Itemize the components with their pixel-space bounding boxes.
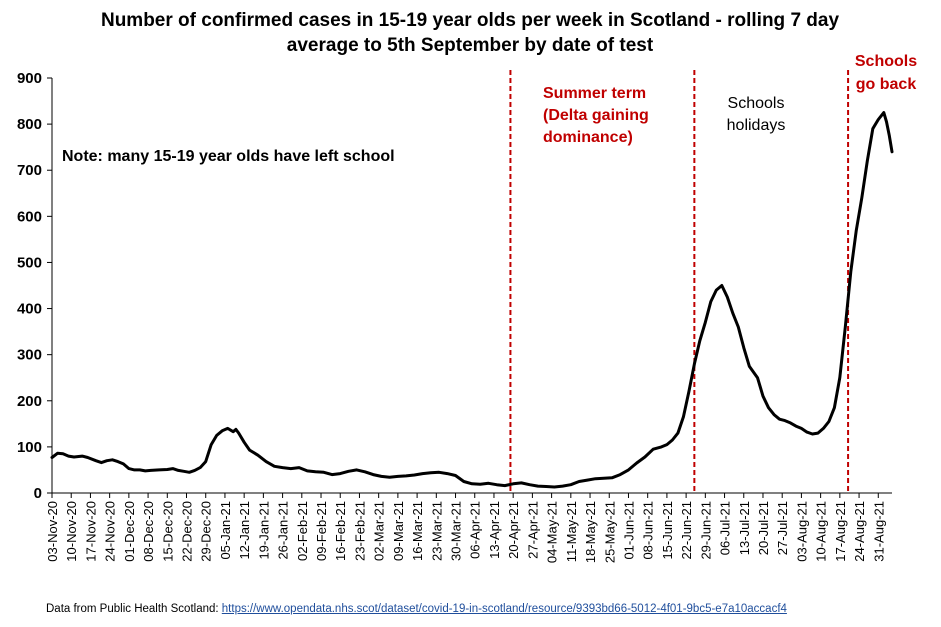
y-tick-label: 300 — [17, 347, 42, 364]
x-tick-label: 12-Jan-21 — [237, 501, 252, 560]
x-tick-label: 15-Jun-21 — [660, 501, 675, 560]
x-tick-label: 27-Apr-21 — [525, 501, 540, 559]
x-tick-label: 27-Jul-21 — [775, 501, 790, 555]
chart-title: Number of confirmed cases in 15-19 year … — [60, 8, 880, 58]
y-tick-label: 400 — [17, 301, 42, 318]
x-tick-label: 25-May-21 — [602, 501, 617, 563]
annotation-line: (Delta gaining — [543, 107, 649, 124]
x-tick-label: 22-Jun-21 — [679, 501, 694, 560]
annotation-line: Note: many 15-19 year olds have left sch… — [62, 148, 395, 165]
y-tick-label: 100 — [17, 439, 42, 456]
annotations: Summer term (Delta gaining dominance) Schoo… — [62, 53, 917, 165]
x-tick-label: 13-Jul-21 — [737, 501, 752, 555]
y-tick-label: 200 — [17, 393, 42, 410]
x-tick-label: 06-Jul-21 — [718, 501, 733, 555]
x-tick-label: 19-Jan-21 — [256, 501, 271, 560]
x-tick-label: 09-Feb-21 — [314, 501, 329, 561]
y-tick-label: 800 — [17, 116, 42, 133]
axes: 0 100 200 300 400 500 600 700 800 900 03-Nov-20 10-… — [17, 70, 892, 563]
x-tick-label: 30-Mar-21 — [449, 501, 464, 561]
annotation-line: go back — [856, 76, 917, 93]
x-tick-label: 09-Mar-21 — [391, 501, 406, 561]
y-tick-label: 500 — [17, 254, 42, 271]
annotation-schools-holidays: Schools holidays — [727, 95, 786, 134]
x-tick-label: 24-Aug-21 — [852, 501, 867, 562]
annotation-summer-term: Summer term (Delta gaining dominance) — [543, 85, 649, 146]
x-tick-label: 26-Jan-21 — [276, 501, 291, 560]
source-note: Data from Public Health Scotland: https:… — [46, 603, 787, 615]
x-tick-label: 11-May-21 — [564, 501, 579, 562]
x-tick-label: 24-Nov-20 — [103, 501, 118, 562]
annotation-schools-go-back: Schools go back — [855, 53, 917, 93]
x-tick-label: 29-Jun-21 — [698, 501, 713, 560]
source-link[interactable]: https://www.opendata.nhs.scot/dataset/co… — [221, 603, 787, 615]
source-prefix: Data from Public Health Scotland: — [46, 603, 222, 615]
x-tick-label: 31-Aug-21 — [871, 501, 886, 562]
annotation-note: Note: many 15-19 year olds have left sch… — [62, 148, 395, 165]
x-tick-label: 01-Jun-21 — [621, 501, 636, 560]
x-tick-label: 01-Dec-20 — [122, 501, 137, 562]
x-tick-label: 10-Aug-21 — [814, 501, 829, 562]
x-tick-label: 23-Mar-21 — [429, 501, 444, 561]
y-tick-label: 0 — [34, 485, 42, 502]
reference-lines — [509, 70, 850, 493]
x-tick-label: 10-Nov-20 — [64, 501, 79, 562]
x-tick-label: 23-Feb-21 — [352, 501, 367, 561]
x-tick-label: 15-Dec-20 — [160, 501, 175, 562]
x-tick-label: 20-Apr-21 — [506, 501, 521, 559]
annotation-line: Schools — [728, 95, 785, 112]
chart-title-line-1: Number of confirmed cases in 15-19 year … — [100, 10, 840, 31]
annotation-line: holidays — [727, 117, 786, 134]
x-tick-label: 17-Nov-20 — [83, 501, 98, 562]
x-tick-label: 06-Apr-21 — [468, 501, 483, 559]
annotation-line: dominance) — [543, 129, 633, 146]
x-tick-label: 08-Dec-20 — [141, 501, 156, 562]
x-tick-label: 20-Jul-21 — [756, 501, 771, 555]
x-tick-label: 16-Feb-21 — [333, 501, 348, 561]
x-tick-label: 17-Aug-21 — [833, 501, 848, 562]
x-tick-label: 02-Feb-21 — [295, 501, 310, 561]
annotation-line: Summer term — [543, 85, 646, 102]
series-line — [50, 111, 894, 489]
x-tick-label: 05-Jan-21 — [218, 501, 233, 560]
x-tick-label: 16-Mar-21 — [410, 501, 425, 561]
x-tick-label: 03-Aug-21 — [794, 501, 809, 562]
x-tick-label: 02-Mar-21 — [372, 501, 387, 561]
annotation-line: Schools — [855, 53, 917, 70]
y-tick-label: 600 — [17, 208, 42, 225]
x-tick-label: 08-Jun-21 — [641, 501, 656, 560]
x-tick-label: 18-May-21 — [583, 501, 598, 563]
y-tick-label: 700 — [17, 162, 42, 179]
y-tick-label: 900 — [17, 70, 42, 87]
x-tick-label: 13-Apr-21 — [487, 501, 502, 559]
x-tick-label: 22-Dec-20 — [180, 501, 195, 562]
x-tick-label: 03-Nov-20 — [45, 501, 60, 562]
x-tick-label: 04-May-21 — [545, 501, 560, 563]
x-tick-label: 29-Dec-20 — [199, 501, 214, 562]
series-layer — [50, 111, 894, 489]
chart-title-line-2: average to 5th September by date of test — [286, 35, 654, 56]
